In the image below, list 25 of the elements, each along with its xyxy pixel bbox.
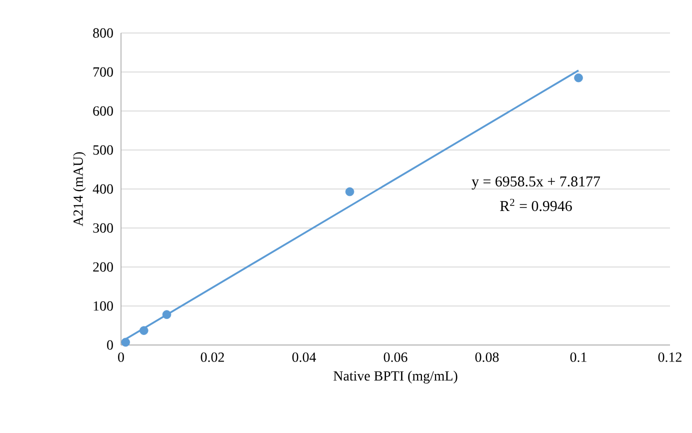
point: [139, 326, 148, 335]
y-tick-label: 700: [93, 67, 113, 77]
y-tick-label: 100: [94, 301, 113, 311]
y-tick-label: 200: [93, 262, 113, 272]
x-tick-label: 0.12: [658, 352, 682, 362]
point: [574, 73, 583, 82]
x-tick-label: 0.08: [475, 352, 499, 362]
y-tick-label: 800: [93, 28, 113, 38]
y-tick-label: 600: [93, 106, 113, 116]
y-tick-label: 300: [93, 223, 113, 233]
x-axis-title: Native BPTI (mg/mL): [334, 370, 458, 384]
y-axis-title: A214 (mAU): [73, 152, 86, 226]
y-tick-label: 500: [93, 145, 113, 155]
y-tick-label: 0: [107, 340, 113, 350]
x-tick-label: 0.1: [570, 352, 586, 362]
y-tick-label: 400: [92, 184, 113, 194]
x-tick-label: 0.04: [292, 352, 316, 362]
point: [121, 338, 130, 347]
annotation: R$^{2}$ = 0.9946: [500, 198, 572, 212]
x-tick-label: 0: [118, 352, 124, 362]
point: [345, 187, 354, 196]
annotation: y = 6958.5x + 7.8177: [472, 176, 600, 190]
x-tick-label: 0.02: [200, 352, 224, 362]
point: [162, 310, 172, 319]
x-tick-label: 0.06: [384, 352, 408, 362]
